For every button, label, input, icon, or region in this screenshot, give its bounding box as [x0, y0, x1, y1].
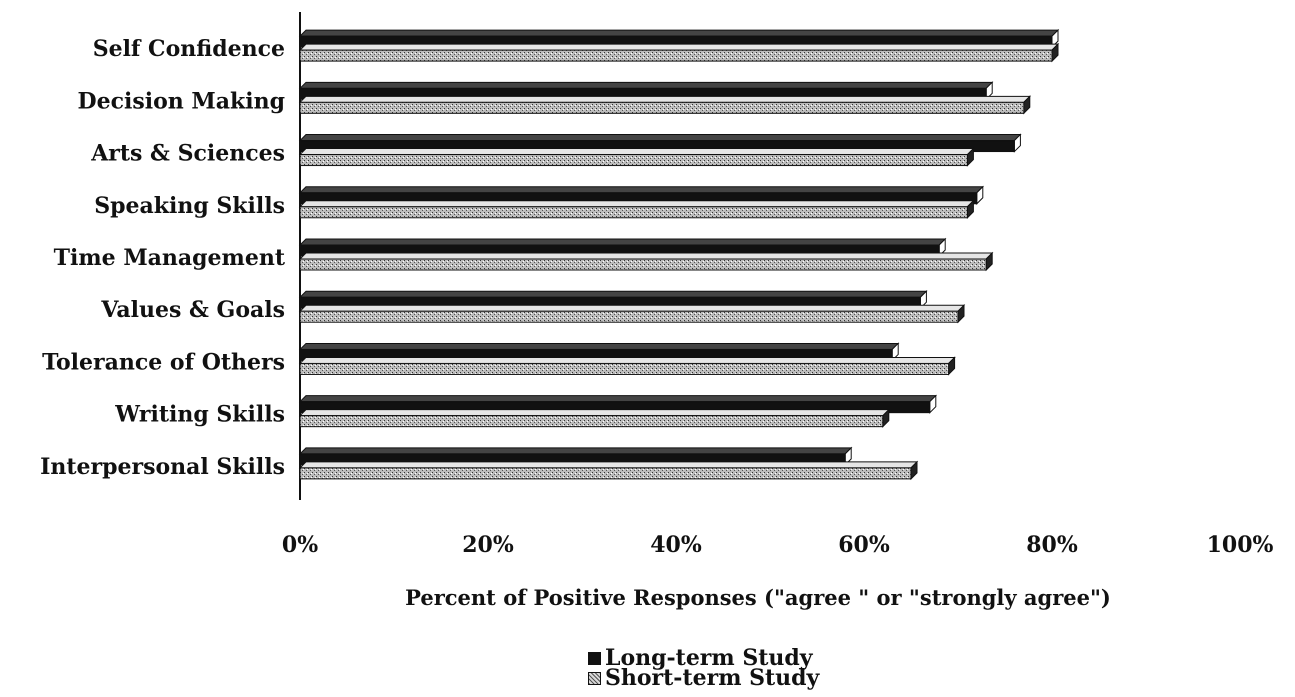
legend-swatch-short-term: [588, 671, 601, 685]
bar-long-term-top: [298, 134, 1022, 142]
bar-short-term-top: [298, 148, 975, 156]
bar-short-term-top: [298, 304, 966, 312]
bar-long-term-top: [298, 395, 938, 403]
category-label: Arts & Sciences: [90, 141, 285, 167]
x-tick-label: 20%: [462, 532, 514, 558]
bar-short-term: [299, 258, 987, 271]
legend-label-long-term: Long-term Study: [605, 645, 813, 671]
x-tick-label: 60%: [838, 532, 890, 558]
category-label: Writing Skills: [114, 402, 285, 428]
bar-long-term-top: [298, 238, 947, 246]
bar-short-term: [299, 206, 968, 219]
category-label: Tolerance of Others: [42, 349, 285, 375]
bar-short-term-top: [298, 461, 919, 469]
x-axis-title: Percent of Positive Responses ("agree " …: [405, 585, 1111, 610]
category-label: Interpersonal Skills: [40, 454, 285, 480]
bar-short-term: [299, 467, 912, 480]
category-label: Values & Goals: [100, 297, 285, 323]
legend-swatch-long-term: [588, 651, 601, 665]
legend-item-long-term: Long-term Study: [588, 645, 819, 671]
bar-long-term-top: [298, 29, 1060, 37]
bar-short-term: [299, 101, 1025, 114]
bar-short-term: [299, 310, 959, 323]
x-tick-label: 80%: [1026, 532, 1078, 558]
bar-short-term-top: [298, 356, 956, 364]
category-label: Self Confidence: [93, 36, 285, 62]
bar-long-term-top: [298, 447, 853, 455]
bar-short-term: [299, 362, 950, 375]
legend: Long-term Study Short-term Study: [588, 645, 820, 691]
bar-short-term: [299, 49, 1053, 62]
bar-long-term-top: [298, 290, 928, 298]
x-tick-label: 0%: [282, 532, 318, 558]
legend-item-short-term: Short-term Study: [588, 665, 820, 691]
bar-short-term-top: [298, 252, 994, 260]
bar-short-term-top: [298, 200, 975, 208]
bar-short-term-top: [298, 43, 1060, 51]
bar-short-term: [299, 154, 968, 167]
bar-short-term: [299, 415, 884, 428]
bar-long-term-top: [298, 342, 900, 350]
category-label: Speaking Skills: [94, 193, 285, 219]
category-label: Time Management: [54, 245, 286, 271]
bar-short-term-top: [298, 409, 891, 417]
bar-long-term-top: [298, 81, 994, 89]
category-label: Decision Making: [78, 88, 286, 114]
bar-short-term-top: [298, 95, 1032, 103]
x-tick-label: 40%: [650, 532, 702, 558]
legend-label-short-term: Short-term Study: [605, 665, 820, 691]
x-tick-label: 100%: [1207, 532, 1274, 558]
bar-long-term-top: [298, 186, 985, 194]
